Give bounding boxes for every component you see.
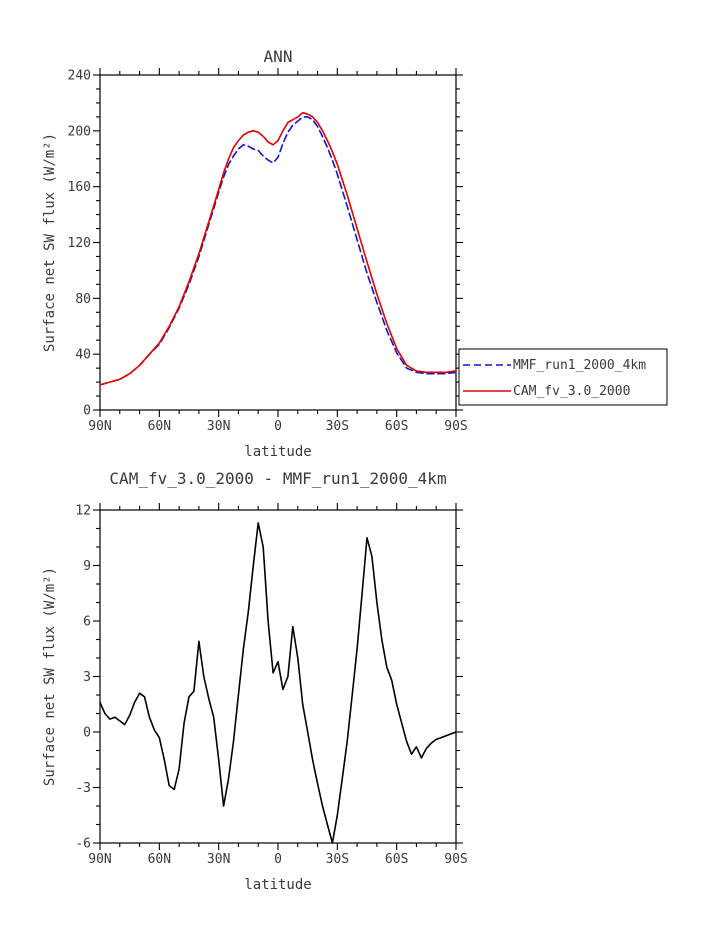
- y-tick-label: 120: [68, 236, 91, 251]
- x-tick-label: 90S: [444, 852, 467, 867]
- y-tick-label: 200: [68, 124, 91, 139]
- y-tick-label: 0: [83, 404, 91, 419]
- y-tick-label: 3: [83, 670, 91, 685]
- axis-ticks: [93, 68, 463, 417]
- tick-labels: 90N 60N 30N 0 30S 60S 90S -6 -3 0 3 6 9 12: [75, 504, 467, 868]
- series-line-CAM_fv_3-0_2000-MMF_run1_2000_4km: [99, 522, 457, 844]
- y-tick-label: 40: [75, 348, 91, 363]
- legend-entry-label: CAM_fv_3.0_2000: [513, 384, 630, 399]
- y-tick-label: 12: [75, 504, 91, 519]
- legend-box: [458, 348, 668, 406]
- y-tick-label: 6: [83, 615, 91, 630]
- x-axis-label: latitude: [244, 444, 311, 460]
- series-line-MMF_run1_2000_4km: [99, 116, 457, 386]
- series-line-CAM_fv_3-0_2000: [99, 111, 457, 386]
- chart-title: CAM_fv_3.0_2000 - MMF_run1_2000_4km: [109, 469, 446, 488]
- x-axis-label: latitude: [244, 877, 311, 893]
- legend-entry-label: MMF_run1_2000_4km: [513, 358, 646, 373]
- x-tick-label: 30N: [207, 419, 230, 434]
- x-tick-label: 0: [274, 419, 282, 434]
- y-tick-label: 160: [68, 180, 91, 195]
- x-tick-label: 90S: [444, 419, 467, 434]
- x-tick-label: 90N: [88, 419, 111, 434]
- y-tick-label: 80: [75, 292, 91, 307]
- y-axis-label: Surface net SW flux (W/m²): [42, 567, 58, 786]
- plot-area: CAM_fv_3.0_2000 - MMF_run1_2000_4kmlatit…: [42, 469, 447, 893]
- y-tick-label: 240: [68, 69, 91, 84]
- x-tick-label: 90N: [88, 852, 111, 867]
- plot-frame: [99, 74, 457, 411]
- chart-difference-panel: CAM_fv_3.0_2000 - MMF_run1_2000_4kmlatit…: [42, 469, 468, 893]
- x-tick-label: 30S: [326, 852, 349, 867]
- chart-ann-panel: ANN latitude Surface net SW flux (W/m²) 90N…: [42, 47, 668, 460]
- x-tick-label: 30N: [207, 852, 230, 867]
- tick-labels: 90N 60N 30N 0 30S 60S 90S 0 40 80 120 160 200 240: [68, 69, 468, 435]
- x-tick-label: 60S: [385, 852, 408, 867]
- x-tick-label: 60S: [385, 419, 408, 434]
- axis-ticks: [93, 503, 463, 850]
- plot-frame: [99, 509, 457, 844]
- y-tick-label: 9: [83, 559, 91, 574]
- x-tick-label: 60N: [148, 419, 171, 434]
- x-tick-label: 60N: [148, 852, 171, 867]
- y-axis-label: Surface net SW flux (W/m²): [42, 133, 58, 352]
- y-tick-label: -6: [75, 837, 91, 852]
- plot-area: ANN latitude Surface net SW flux (W/m²): [42, 47, 312, 460]
- y-tick-label: 0: [83, 726, 91, 741]
- x-tick-label: 30S: [326, 419, 349, 434]
- chart-title: ANN: [264, 47, 293, 66]
- legend: MMF_run1_2000_4km CAM_fv_3.0_2000: [458, 348, 668, 406]
- x-tick-label: 0: [274, 852, 282, 867]
- y-tick-label: -3: [75, 781, 91, 796]
